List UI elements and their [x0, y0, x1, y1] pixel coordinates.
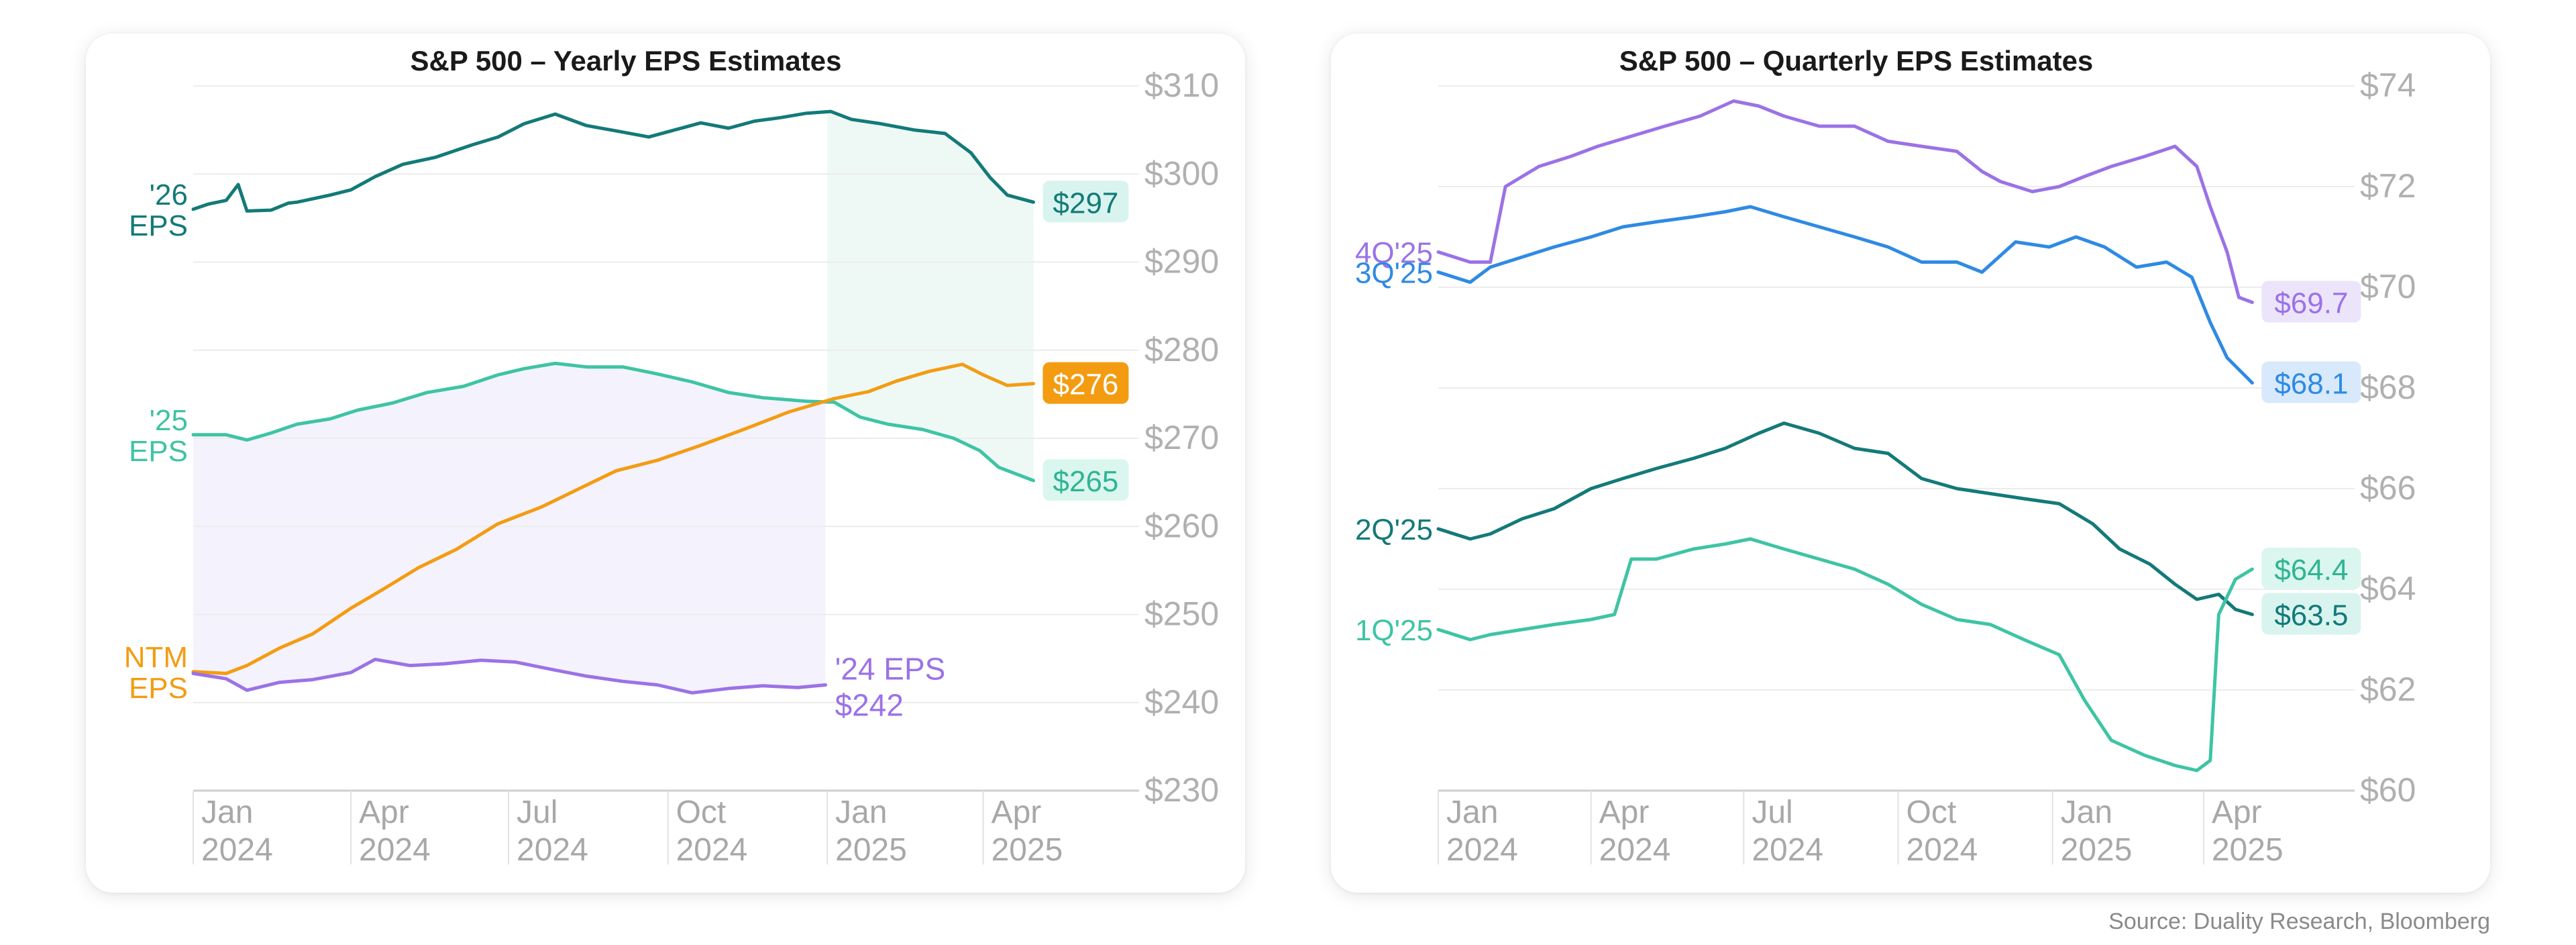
yearly-eps-chart: S&P 500 – Yearly EPS Estimates $310 $300 $2…	[124, 45, 1220, 868]
y-tick-label-72: $72	[2360, 167, 2416, 205]
series-line-24-eps	[191, 657, 828, 695]
series-line-2q-25	[1436, 421, 2254, 616]
y-tick-label-230: $230	[1144, 771, 1219, 809]
end-badge-1q-25	[2261, 548, 2361, 589]
x-tick-month-2024-07-01: Jul	[1752, 795, 1792, 830]
series-line-ntm-eps	[191, 362, 1035, 675]
y-tick-label-240: $240	[1144, 683, 1219, 721]
series-right-label-24-eps-2: $242	[835, 688, 904, 723]
x-tick-month-2025-01-01: Jan	[2061, 795, 2112, 830]
y-tick-label-310: $310	[1144, 66, 1219, 104]
y-tick-label-70: $70	[2360, 268, 2416, 305]
end-badge-4q-25	[2261, 281, 2361, 323]
x-tick-month-2025-01-01: Jan	[835, 795, 887, 830]
y-tick-label-60: $60	[2360, 771, 2416, 809]
chart-title: S&P 500 – Quarterly EPS Estimates	[1619, 45, 2094, 77]
end-value-label-25-eps: $265	[1053, 465, 1119, 498]
end-value-label-2q-25: $63.5	[2274, 599, 2348, 632]
end-value-label-ntm-eps: $276	[1053, 368, 1119, 401]
series-line-26-eps	[191, 109, 1035, 213]
x-tick-year-2024-04-01: 2024	[359, 832, 431, 868]
shaded-region-2	[827, 111, 1034, 481]
y-tick-label-64: $64	[2360, 570, 2416, 607]
end-badge-3q-25	[2261, 361, 2361, 403]
yearly-eps-card: S&P 500 – Yearly EPS Estimates $310 $300 $2…	[86, 34, 1245, 893]
y-tick-label-62: $62	[2360, 670, 2416, 708]
end-badge-ntm-eps	[1042, 362, 1129, 404]
x-tick-year-2025-04-01: 2025	[991, 832, 1063, 868]
chart-title: S&P 500 – Yearly EPS Estimates	[411, 45, 842, 77]
y-tick-label-250: $250	[1144, 595, 1219, 633]
series-left-label-26-eps-2: EPS	[129, 209, 188, 242]
quarterly-eps-chart: S&P 500 – Quarterly EPS Estimates $74 $72 $…	[1355, 45, 2416, 868]
series-right-label-24-eps-1: '24 EPS	[835, 652, 946, 687]
y-tick-label-74: $74	[2360, 66, 2416, 104]
x-tick-month-2024-10-01: Oct	[1907, 795, 1957, 830]
source-note: Source: Duality Research, Bloomberg	[2108, 909, 2490, 934]
series-left-label-2q-25-1: 2Q'25	[1355, 513, 1433, 546]
series-left-label-3q-25-1: 3Q'25	[1355, 257, 1433, 290]
x-tick-month-2025-04-01: Apr	[991, 795, 1042, 830]
end-value-label-1q-25: $64.4	[2274, 554, 2348, 587]
end-value-label-26-eps: $297	[1053, 187, 1119, 219]
x-tick-month-2024-07-01: Jul	[517, 795, 557, 830]
x-tick-year-2024-10-01: 2024	[676, 832, 748, 868]
series-left-label-25-eps-1: '25	[150, 404, 188, 437]
x-tick-month-2024-04-01: Apr	[359, 795, 409, 830]
x-tick-year-2024-07-01: 2024	[1752, 832, 1823, 868]
series-left-label-ntm-eps-2: EPS	[129, 672, 188, 705]
x-tick-year-2025-01-01: 2025	[835, 832, 907, 868]
x-tick-year-2025-04-01: 2025	[2212, 832, 2284, 868]
end-badge-26-eps	[1042, 181, 1129, 223]
series-line-3q-25	[1436, 205, 2254, 385]
series-line-4q-25	[1436, 99, 2254, 304]
y-tick-label-68: $68	[2360, 368, 2416, 406]
x-tick-year-2025-01-01: 2025	[2061, 832, 2133, 868]
x-tick-month-2024-01-01: Jan	[1446, 795, 1498, 830]
shaded-region-1	[193, 363, 826, 693]
y-tick-label-260: $260	[1144, 507, 1219, 544]
x-tick-year-2024-01-01: 2024	[201, 832, 273, 868]
x-tick-year-2024-01-01: 2024	[1446, 832, 1518, 868]
y-tick-label-280: $280	[1144, 331, 1219, 368]
y-tick-label-270: $270	[1144, 419, 1219, 456]
series-left-label-ntm-eps-1: NTM	[124, 641, 188, 674]
y-tick-label-66: $66	[2360, 469, 2416, 507]
y-tick-label-300: $300	[1144, 154, 1219, 192]
end-badge-2q-25	[2261, 593, 2361, 635]
x-tick-month-2024-01-01: Jan	[201, 795, 253, 830]
series-line-25-eps	[191, 361, 1035, 483]
x-tick-month-2024-04-01: Apr	[1599, 795, 1650, 830]
quarterly-eps-card: S&P 500 – Quarterly EPS Estimates $74 $72 $…	[1331, 34, 2490, 893]
series-left-label-25-eps-2: EPS	[129, 435, 188, 468]
series-left-label-1q-25-1: 1Q'25	[1355, 614, 1433, 647]
series-line-1q-25	[1436, 537, 2254, 773]
x-tick-year-2024-10-01: 2024	[1907, 832, 1978, 868]
series-left-label-26-eps-1: '26	[150, 179, 188, 211]
x-tick-month-2025-04-01: Apr	[2212, 795, 2262, 830]
x-tick-month-2024-10-01: Oct	[676, 795, 727, 830]
end-value-label-3q-25: $68.1	[2274, 368, 2348, 401]
x-tick-year-2024-04-01: 2024	[1599, 832, 1671, 868]
series-left-label-4q-25-1: 4Q'25	[1355, 237, 1433, 270]
x-tick-year-2024-07-01: 2024	[517, 832, 588, 868]
end-value-label-4q-25: $69.7	[2274, 287, 2348, 320]
end-badge-25-eps	[1042, 459, 1129, 501]
y-tick-label-290: $290	[1144, 243, 1219, 281]
